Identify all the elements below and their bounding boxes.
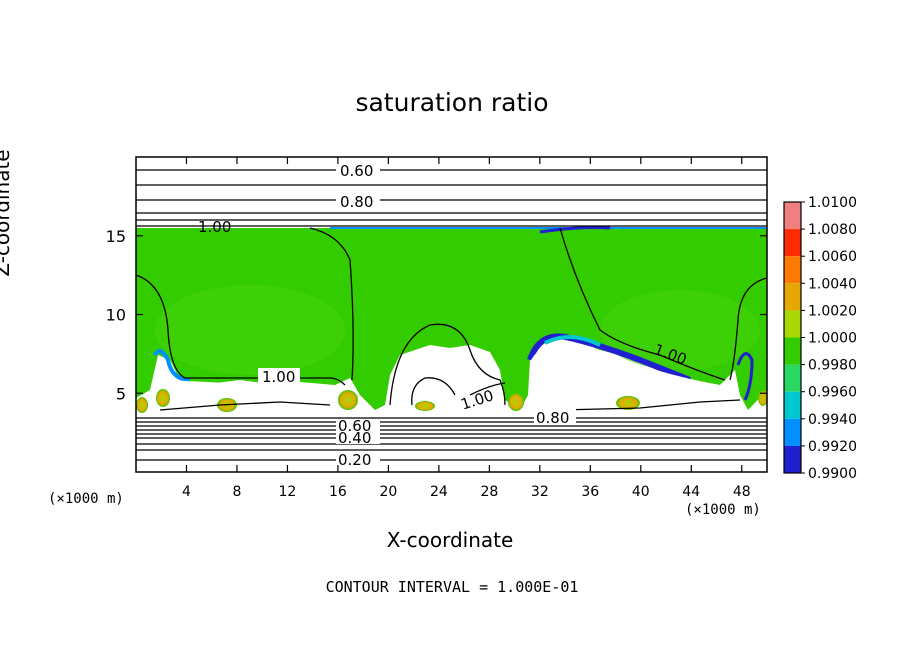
x-tick-label: 28 [480,484,498,500]
colorbar-swatch [784,283,801,311]
colorbar-label: 1.0080 [808,222,857,238]
x-tick-label: 32 [531,484,549,500]
x-tick-label: 48 [733,484,751,500]
x-tick-label: 44 [682,484,700,500]
colorbar-swatch [784,364,801,392]
contour-label-060-bottom: 0.60 [338,417,371,435]
contour-label-100-b: 1.00 [262,368,295,386]
x-tick-label: 36 [581,484,599,500]
x-tick-label: 24 [430,484,448,500]
colorbar-swatch [784,229,801,257]
colorbar-label: 0.9940 [808,412,857,428]
contour-label-080-mid: 0.80 [536,409,569,427]
colorbar-label: 1.0000 [808,331,857,347]
x-unit-label-right: (×1000 m) [685,502,761,518]
x-tick-label: 40 [632,484,650,500]
plot-area: 0.60 0.80 1.00 1.00 1.00 0.80 1.00 0.60 … [136,157,767,472]
contour-label-060-top: 0.60 [340,162,373,180]
colorbar: 1.0100 1.0080 1.0060 1.0040 1.0020 1.0000 0.99… [783,195,857,482]
colorbar-label: 1.0100 [808,195,857,211]
colorbar-swatch [784,391,801,419]
x-axis: 4 8 12 16 20 24 28 32 36 40 44 48 [182,157,751,500]
colorbar-label: 1.0040 [808,276,857,292]
x-unit-label-left: (×1000 m) [48,491,124,507]
colorbar-swatch [784,418,801,446]
y-tick-label: 15 [106,227,126,246]
x-tick-label: 12 [279,484,297,500]
colorbar-swatch [784,202,801,230]
colorbar-label: 0.9960 [808,385,857,401]
colorbar-label: 0.9980 [808,358,857,374]
y-axis: 5 10 15 [106,227,767,403]
colorbar-label: 1.0020 [808,303,857,319]
colorbar-swatch [784,445,801,473]
y-axis-label: Z-coordinate [0,149,14,277]
contour-label-020: 0.20 [338,451,371,469]
colorbar-label: 1.0060 [808,249,857,265]
x-tick-label: 4 [182,484,191,500]
x-tick-label: 8 [232,484,241,500]
chart-title: saturation ratio [355,88,549,117]
y-tick-label: 5 [116,384,126,403]
x-axis-label: X-coordinate [386,528,514,552]
colorbar-swatch [784,337,801,365]
colorbar-label: 0.9900 [808,466,857,482]
contour-label-080-top: 0.80 [340,193,373,211]
x-tick-label: 20 [379,484,397,500]
contour-label-040: 0.40 [338,429,371,447]
contour-interval-note: CONTOUR INTERVAL = 1.000E-01 [325,578,579,596]
colorbar-swatch [784,310,801,338]
contour-label-100-a: 1.00 [198,218,231,236]
colorbar-label: 0.9920 [808,439,857,455]
colorbar-swatch [784,256,801,284]
y-tick-label: 10 [106,306,126,325]
x-tick-label: 16 [329,484,347,500]
